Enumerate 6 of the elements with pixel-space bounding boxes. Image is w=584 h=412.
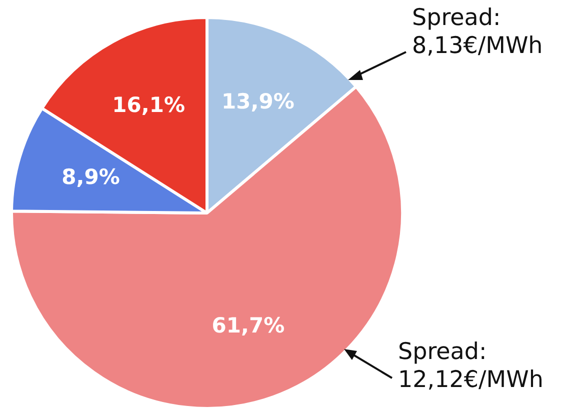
data-label: 8,9% [62, 165, 120, 190]
text: Spread: 12,12€/MWh [398, 338, 544, 394]
data-label: 16,1% [112, 93, 186, 118]
text: Spread: 8,13€/MWh [412, 4, 543, 60]
data-label: 13,9% [222, 89, 294, 114]
data-label: 61,7% [212, 313, 285, 338]
